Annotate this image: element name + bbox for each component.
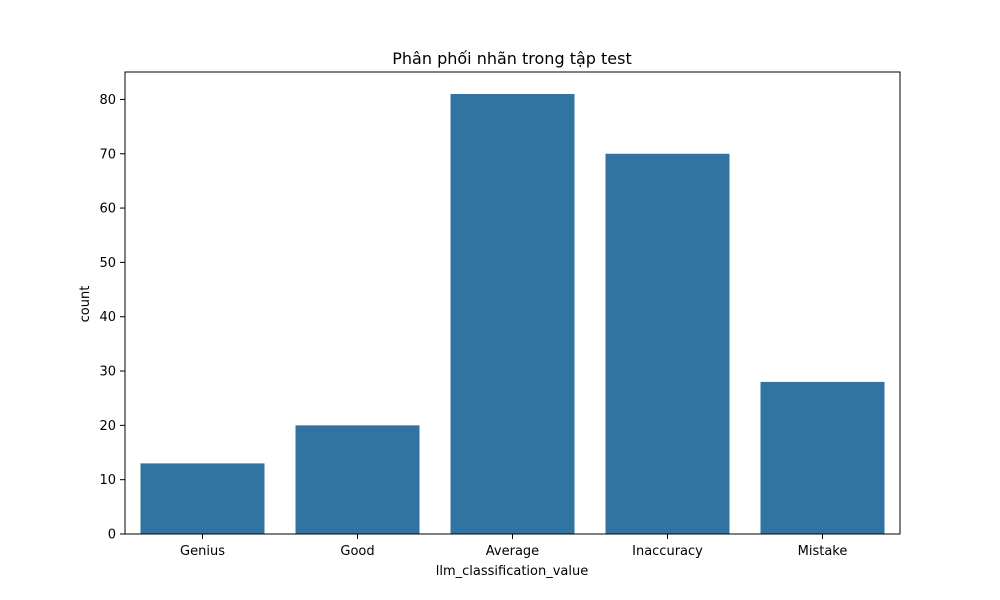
- y-tick-label: 50: [99, 256, 116, 271]
- bar-mistake: [760, 381, 885, 534]
- bar-inaccuracy: [605, 153, 730, 534]
- y-tick-label: 60: [99, 202, 116, 217]
- plot-frame: [124, 71, 901, 535]
- x-tick-label: Average: [486, 544, 539, 559]
- y-axis-label: count: [78, 286, 93, 323]
- x-tick-label: Mistake: [798, 544, 848, 559]
- y-tick-label: 10: [99, 473, 116, 488]
- y-tick-label: 20: [99, 419, 116, 434]
- bar-good: [295, 425, 420, 534]
- y-tick-label: 0: [108, 528, 116, 543]
- bars: [140, 94, 885, 534]
- y-tick-label: 80: [99, 93, 116, 108]
- y-tick-label: 30: [99, 365, 116, 380]
- x-axis-label: llm_classification_value: [436, 564, 588, 579]
- bar-genius: [140, 463, 265, 534]
- bar-average: [450, 94, 575, 534]
- x-axis: Genius Good Average Inaccuracy Mistake: [180, 534, 847, 559]
- y-tick-label: 70: [99, 147, 116, 162]
- x-tick-label: Good: [340, 544, 374, 559]
- x-tick-label: Genius: [180, 544, 225, 559]
- y-tick-label: 40: [99, 310, 116, 325]
- chart-title: Phân phối nhãn trong tập test: [392, 49, 631, 68]
- x-tick-label: Inaccuracy: [632, 544, 703, 559]
- y-axis: 0 10 20 30 40 50 60 70 80: [99, 93, 125, 543]
